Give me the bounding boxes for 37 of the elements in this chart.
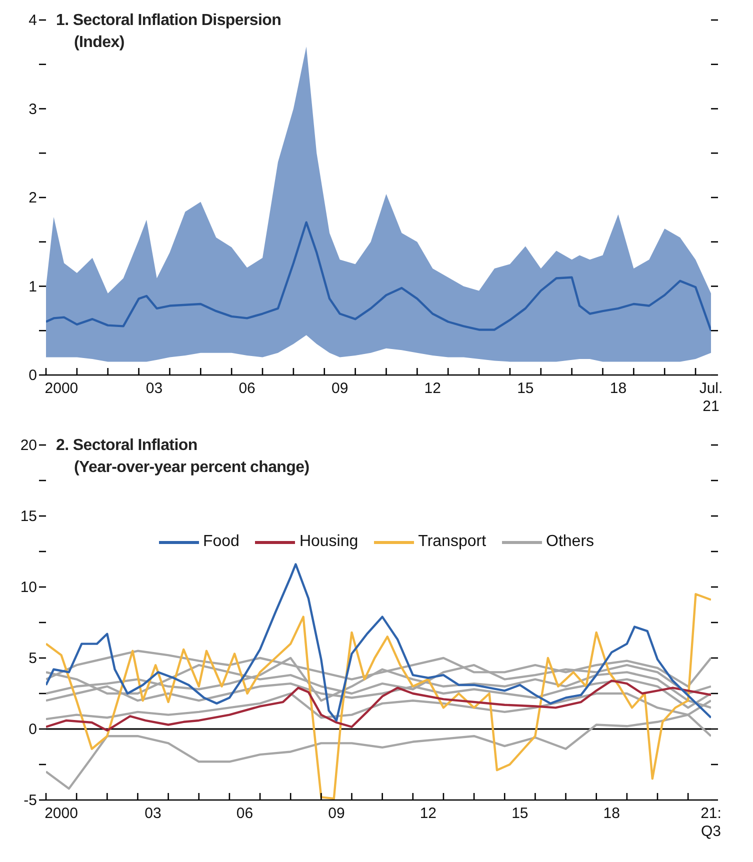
x-tick-label: 12 <box>424 380 441 397</box>
legend-label: Food <box>202 533 240 551</box>
x-tick-label: 18 <box>603 805 620 822</box>
legend-label: Others <box>546 533 594 551</box>
y-tick-label: 3 <box>28 100 37 118</box>
legend-label: Housing <box>299 533 358 551</box>
x-tick-label: 15 <box>517 380 534 397</box>
x-tick-label: 06 <box>236 805 254 822</box>
x-tick-label: 09 <box>331 380 348 397</box>
y-tick-label: 15 <box>20 508 37 525</box>
x-tick-label: 15 <box>512 805 528 822</box>
x-tick-label: 18 <box>610 380 627 397</box>
x-tick-label: 03 <box>144 805 162 822</box>
x-tick-label: 03 <box>146 380 163 397</box>
y-tick-label: 20 <box>20 437 37 454</box>
text: (Index) <box>73 33 126 53</box>
line-series <box>46 563 711 722</box>
y-tick-label: 1 <box>28 278 37 296</box>
text: (Year-over-year percent change) <box>73 458 310 478</box>
chart-title: 1. Sectoral Inflation Dispersion <box>56 11 282 31</box>
y-tick-label: 5 <box>28 650 37 667</box>
x-tick-label: 21: Q3 <box>700 805 722 840</box>
y-tick-label: 0 <box>28 721 37 738</box>
line-series <box>46 221 711 332</box>
x-tick-label: 09 <box>328 805 345 822</box>
x-tick-label: 2000 <box>44 805 78 822</box>
y-tick-label: 0 <box>28 367 37 384</box>
chart-title: 2. Sectoral Inflation <box>56 436 198 456</box>
x-tick-label: 2000 <box>44 380 78 397</box>
x-tick-label: 06 <box>238 380 256 397</box>
y-tick-label: -5 <box>24 792 37 809</box>
legend-label: Transport <box>418 533 486 551</box>
y-tick-label: 10 <box>20 579 37 596</box>
y-tick-label: 4 <box>28 12 37 29</box>
x-tick-label: Jul. 21 <box>699 380 723 415</box>
x-tick-label: 12 <box>420 805 437 822</box>
y-tick-label: 2 <box>28 190 37 206</box>
